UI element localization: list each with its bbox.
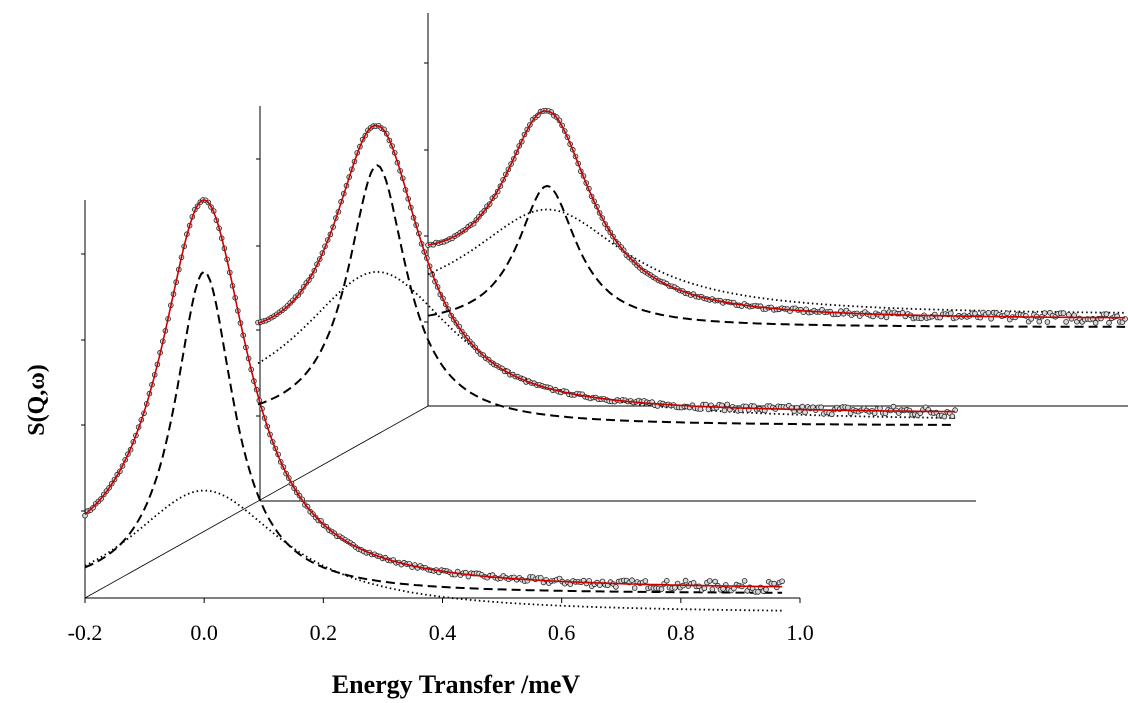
data-point (537, 574, 544, 581)
data-point (799, 403, 806, 410)
data-point (631, 585, 638, 591)
data-point (1036, 318, 1043, 325)
fit-line (84, 199, 783, 588)
y-axis-title: S(Q,ω) (24, 364, 50, 436)
data-point (1092, 320, 1099, 326)
data-point (947, 310, 954, 317)
x-tick-label: 0.4 (429, 620, 457, 645)
panel-curves-front (82, 197, 785, 612)
panel-frame-back (424, 13, 1128, 407)
data-point (712, 578, 718, 585)
data-point (741, 578, 748, 584)
data-point (658, 586, 665, 592)
narrow-component-line (257, 164, 956, 426)
x-tick-label: 0.0 (190, 620, 218, 645)
data-point (871, 410, 878, 417)
narrow-component-line (84, 270, 783, 594)
x-tick-label: 1.0 (786, 620, 814, 645)
data-point (845, 404, 851, 411)
data-point (613, 584, 619, 590)
data-point (779, 578, 785, 585)
x-tick-label: -0.2 (68, 620, 103, 645)
broad-component-line (257, 270, 956, 419)
data-point (1103, 311, 1110, 317)
data-point (802, 409, 808, 416)
curves (82, 107, 1128, 612)
x-axis-title: Energy Transfer /meV (332, 670, 581, 699)
x-tick-label: 0.6 (548, 620, 576, 645)
fit-line (427, 110, 1126, 319)
data-point (709, 586, 716, 593)
depth-axis (84, 405, 429, 599)
data-point (1060, 310, 1067, 316)
data-point (663, 577, 670, 584)
data-point (706, 578, 713, 584)
narrow-component-line (427, 184, 1126, 328)
data-point (318, 518, 324, 524)
data-point (949, 413, 956, 420)
data-point (755, 589, 761, 595)
data-point (682, 577, 689, 584)
data-point (941, 413, 948, 420)
panel-frame-middle (256, 106, 976, 502)
data-point (1063, 319, 1069, 325)
data-point (1044, 319, 1051, 325)
fit-line (257, 124, 956, 413)
data-point (985, 309, 992, 316)
broad-component-line (427, 208, 1126, 314)
data-point (890, 403, 897, 410)
x-tick-label: 0.2 (310, 620, 338, 645)
data-point (724, 401, 730, 408)
data-point (1041, 310, 1048, 316)
data-point (763, 586, 769, 593)
panel-curves-back (425, 107, 1128, 328)
data-points (255, 123, 958, 420)
data-point (701, 585, 708, 592)
plot-frames (81, 13, 1128, 599)
data-point (828, 411, 835, 418)
data-point (818, 404, 824, 411)
data-point (883, 314, 890, 321)
data-point (877, 405, 883, 412)
data-point (629, 577, 635, 583)
data-points (82, 197, 785, 595)
broad-component-line (84, 489, 783, 612)
data-point (672, 584, 678, 591)
data-point (642, 578, 649, 584)
x-axis-ticks: -0.2 0.0 0.2 0.4 0.6 0.8 1.0 (68, 598, 814, 645)
x-tick-label: 0.8 (667, 620, 695, 645)
data-point (697, 406, 704, 413)
panel-curves-middle (255, 123, 958, 426)
data-point (1004, 310, 1010, 317)
data-point (1106, 319, 1112, 326)
panel-frame-front (81, 200, 800, 599)
data-points (425, 107, 1128, 326)
data-point (721, 407, 728, 414)
